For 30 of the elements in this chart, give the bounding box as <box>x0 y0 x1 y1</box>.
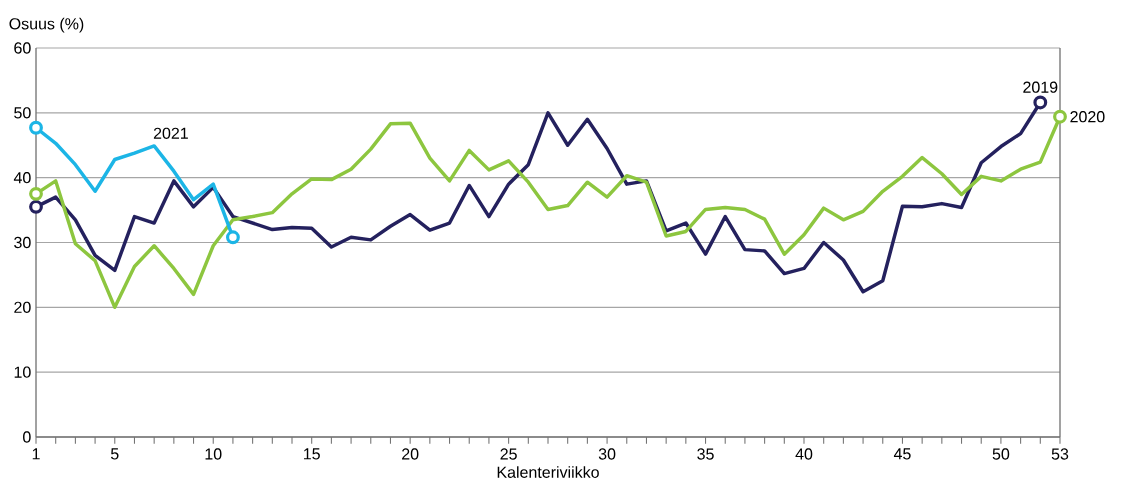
x-tick-label: 15 <box>304 448 320 460</box>
point <box>225 230 240 245</box>
y-tick-label: 10 <box>14 366 31 378</box>
x-axis-title: Kalenteriviikko <box>497 466 599 478</box>
x-tick-label: 40 <box>795 448 813 460</box>
point <box>1053 109 1067 124</box>
series-label: 2021 <box>153 127 188 139</box>
series-label: 2020 <box>1070 111 1105 123</box>
y-tick-label: 0 <box>23 431 31 443</box>
x-tick-label: 1 <box>32 448 40 460</box>
x-tick-label: 30 <box>598 448 616 460</box>
y-tick-label: 50 <box>14 107 31 119</box>
y-tick-label: 20 <box>14 301 31 313</box>
y-tick-label: 30 <box>14 236 31 249</box>
x-tick-label: 45 <box>893 448 911 460</box>
x-tick-label: 5 <box>110 448 119 460</box>
y-axis-title: Osuus (%) <box>9 17 84 33</box>
point <box>29 186 43 201</box>
point <box>1033 95 1048 110</box>
point <box>29 120 43 135</box>
point <box>29 199 43 214</box>
x-tick-label: 20 <box>402 448 419 460</box>
y-tick-label: 40 <box>13 172 31 184</box>
x-tick-label: 50 <box>992 448 1010 460</box>
series-label: 2019 <box>1023 81 1058 93</box>
x-tick-label: 35 <box>697 448 714 460</box>
y-tick-label: 60 <box>14 42 31 54</box>
x-tick-label: 25 <box>500 448 517 460</box>
x-tick-label: 10 <box>205 448 222 460</box>
x-tick-label: 53 <box>1051 448 1069 460</box>
